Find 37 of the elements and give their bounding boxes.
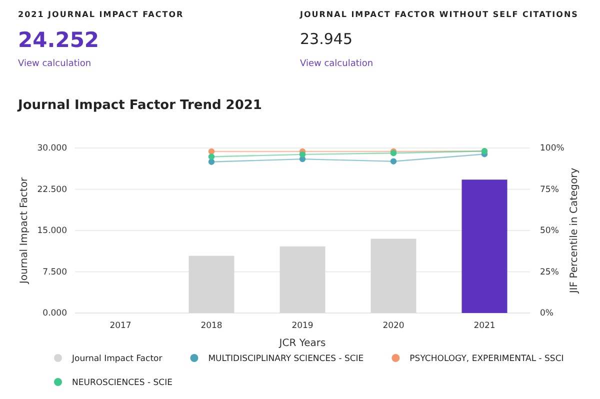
point [208, 148, 215, 155]
text: JOURNAL IMPACT FACTOR WITHOUT SELF CITATIONS [299, 10, 578, 19]
x-tick-label: 2018 [200, 321, 222, 332]
y-tick-label: 22.500 [37, 184, 67, 195]
chart-title: Journal Impact Factor Trend 2021 [17, 98, 262, 113]
y2-tick-label: 25% [540, 267, 559, 278]
bar [280, 246, 326, 313]
point [390, 158, 397, 164]
y-tick-label: 30.000 [37, 144, 67, 154]
point [299, 151, 306, 158]
legend-label: PSYCHOLOGY, EXPERIMENTAL - SSCI [410, 354, 564, 364]
y2-tick-label: 75% [540, 184, 559, 195]
point [208, 154, 215, 160]
legend-label: Journal Impact Factor [71, 354, 163, 364]
y2-tick-label: 50% [540, 226, 559, 236]
text: 23.945 [300, 30, 352, 48]
y-tick-label: 0.000 [42, 308, 67, 319]
legend-label: MULTIDISCIPLINARY SCIENCES - SCIE [208, 354, 364, 364]
legend-label: NEUROSCIENCES - SCIE [72, 378, 172, 388]
x-tick-label: 2017 [110, 321, 132, 332]
x-tick-label: 2021 [474, 321, 496, 332]
x-tick-label: 2020 [382, 321, 404, 332]
y-tick-label: 15.000 [37, 226, 67, 236]
y2-tick-label: 100% [540, 144, 564, 154]
y-axis-title: Journal Impact Factor [19, 176, 30, 285]
text: View calculation [18, 59, 92, 69]
bar [370, 238, 416, 313]
text: 24.252 [18, 28, 100, 52]
x-axis-title: JCR Years [278, 338, 326, 349]
x-tick-label: 2019 [292, 321, 314, 332]
y-tick-label: 7.500 [42, 267, 67, 278]
y2-axis-title: JIF Percentile in Category [569, 168, 580, 294]
text: View calculation [300, 59, 374, 69]
bar [188, 256, 234, 313]
text: 2021 JOURNAL IMPACT FACTOR [18, 10, 184, 19]
bar [462, 180, 508, 313]
y2-tick-label: 0% [540, 308, 554, 319]
